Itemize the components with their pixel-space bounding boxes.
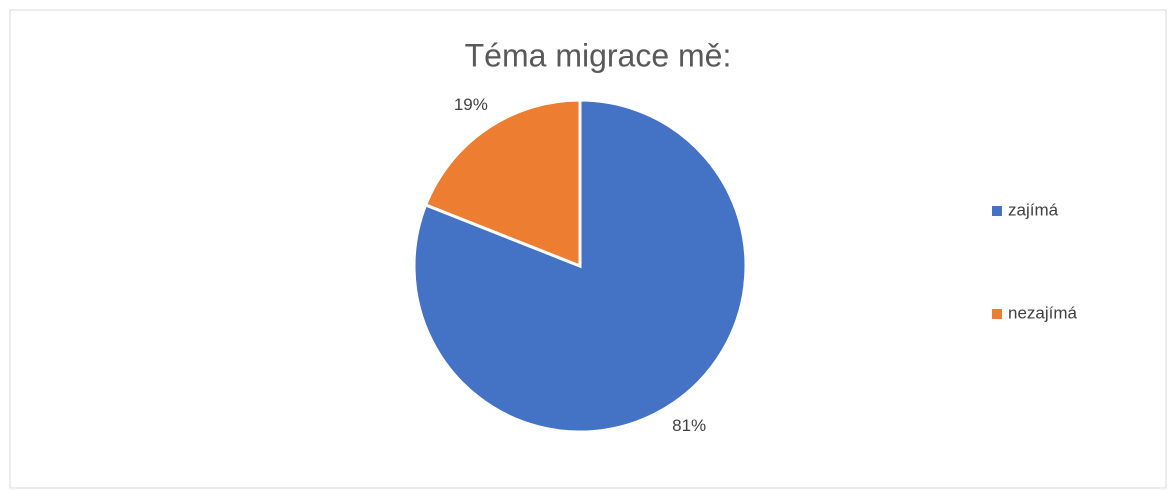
- legend-label: nezajímá: [1008, 303, 1078, 322]
- chart-title: Téma migrace mě:: [465, 37, 732, 73]
- legend-marker: [992, 309, 1002, 319]
- data-label: 81%: [672, 416, 706, 435]
- legend-marker: [992, 206, 1002, 216]
- legend-label: zajímá: [1008, 200, 1059, 219]
- pie-slice: [423, 98, 582, 269]
- data-label: 19%: [454, 95, 488, 114]
- pie-slice: [412, 98, 748, 434]
